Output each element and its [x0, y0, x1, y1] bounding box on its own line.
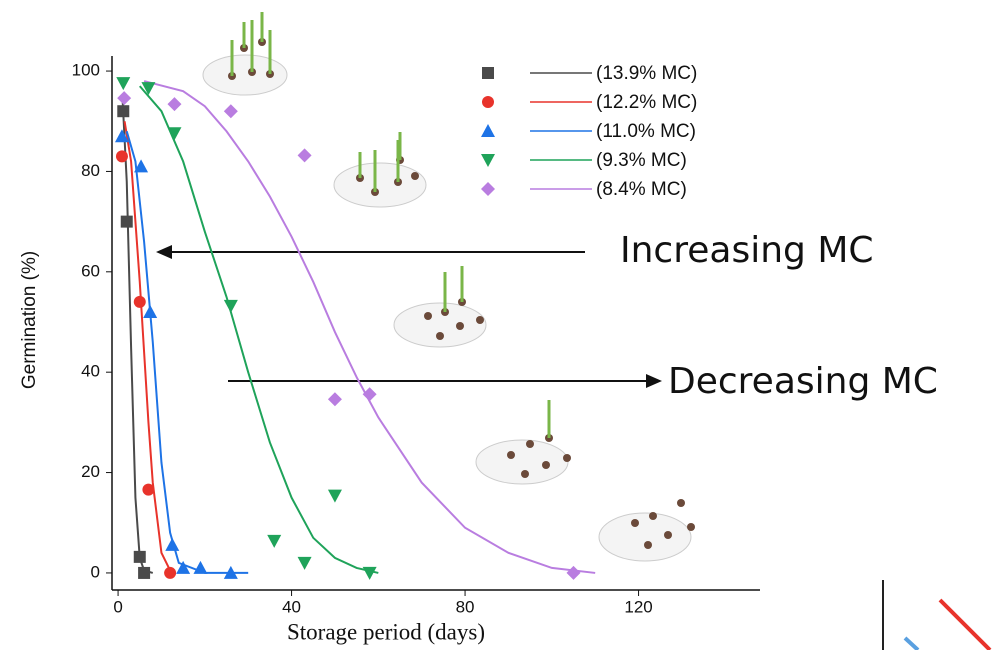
legend-marker — [481, 124, 495, 137]
marker — [133, 295, 146, 308]
y-tick-label: 80 — [81, 161, 100, 180]
x-tick-label: 40 — [282, 597, 301, 616]
annotation: Increasing MC — [620, 230, 874, 271]
seeds — [228, 38, 695, 549]
marker — [223, 565, 238, 579]
marker — [566, 565, 581, 580]
annotation-arrows — [156, 245, 662, 388]
marker — [167, 127, 182, 141]
legend-label: (11.0% MC) — [596, 121, 696, 142]
x-tick-label: 0 — [113, 597, 122, 616]
marker — [120, 215, 133, 228]
legend-marker — [481, 154, 495, 167]
marker — [223, 299, 238, 313]
legend-label: (8.4% MC) — [596, 179, 687, 200]
marker — [134, 159, 149, 173]
marker — [141, 82, 156, 96]
marker — [297, 556, 312, 570]
marker — [142, 483, 155, 496]
marker — [297, 148, 312, 163]
legend-marker — [481, 182, 495, 196]
legend-label: (9.3% MC) — [596, 150, 687, 171]
legend-marker — [482, 96, 494, 108]
seed-dishes — [202, 54, 692, 562]
fit-curve — [143, 80, 596, 574]
marker — [116, 77, 131, 91]
marker — [327, 392, 342, 407]
marker — [176, 560, 191, 574]
fit-curve — [139, 85, 379, 574]
marker — [223, 104, 238, 119]
marker — [193, 560, 208, 574]
y-tick-label: 20 — [81, 462, 100, 481]
marker — [362, 387, 377, 402]
marker — [165, 537, 180, 551]
y-tick-label: 0 — [91, 562, 100, 581]
legend-marker — [482, 67, 494, 79]
annotation: Decreasing MC — [668, 361, 938, 402]
x-tick-label: 120 — [624, 597, 652, 616]
fit-curve — [125, 131, 249, 574]
marker — [117, 105, 130, 118]
marker — [115, 150, 128, 163]
x-tick-label: 80 — [456, 597, 475, 616]
legend-label: (12.2% MC) — [596, 92, 697, 113]
marker — [327, 489, 342, 503]
decor-axes — [882, 580, 992, 650]
marker — [114, 129, 129, 143]
y-tick-label: 60 — [81, 261, 100, 280]
marker — [117, 91, 132, 106]
marker — [362, 566, 377, 580]
y-tick-label: 100 — [72, 61, 100, 80]
x-axis-label: Storage period (days) — [287, 619, 485, 644]
fit-curve — [123, 121, 172, 571]
sprouts — [230, 12, 551, 438]
marker — [143, 304, 158, 318]
marker — [164, 566, 177, 579]
legend-label: (13.9% MC) — [596, 63, 697, 84]
marker — [138, 566, 151, 579]
y-axis-label: Germination (%) — [19, 251, 40, 389]
marker — [133, 550, 146, 563]
y-tick-label: 40 — [81, 362, 100, 381]
marker — [167, 97, 182, 112]
marker — [267, 534, 282, 548]
